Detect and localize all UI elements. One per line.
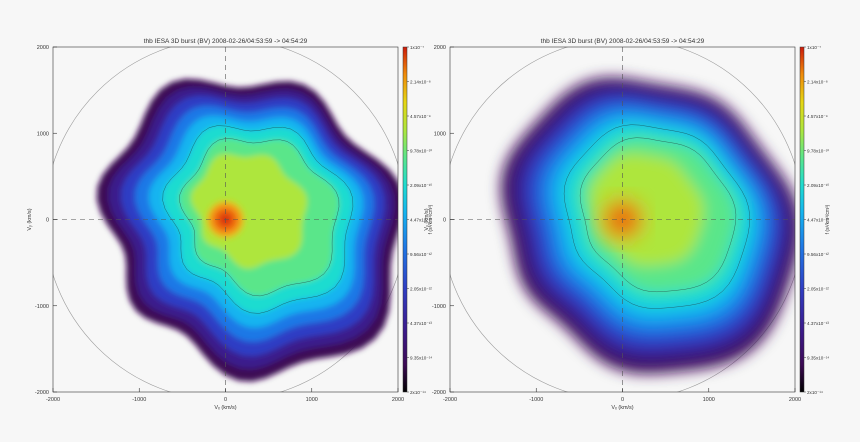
colorbar-tick-label: 9.35x10⁻¹⁴ xyxy=(410,356,432,361)
colorbar-tick-label: 9.56x10⁻¹² xyxy=(410,252,432,257)
colorbar-tick-label: 1x10⁻⁷ xyxy=(807,45,821,50)
contour-line xyxy=(579,137,737,293)
colorbar-strip xyxy=(799,46,805,393)
y-tick-label: 1000 xyxy=(37,131,49,137)
x-tick-label: -2000 xyxy=(443,397,457,403)
y-tick-label: -1000 xyxy=(35,304,49,310)
colorbar-tick-label: 9.78x10⁻¹⁰ xyxy=(807,149,829,154)
colorbar-tick-label: 1x10⁻⁷ xyxy=(410,45,424,50)
colorbar-tick-label: 4.47x10⁻¹¹ xyxy=(807,218,829,223)
x-tick-label: -1000 xyxy=(132,397,146,403)
x-tick-label: 0 xyxy=(621,397,624,403)
x-tick-label: 2000 xyxy=(789,397,801,403)
colorbar-tick-label: 4.37x10⁻¹³ xyxy=(807,321,829,326)
y-tick-label: 2000 xyxy=(37,45,49,51)
y-tick-label: 0 xyxy=(46,218,49,224)
colorbar-tick-label: 4.57x10⁻⁹ xyxy=(410,114,431,119)
x-axis-label: Vₓ (km/s) xyxy=(214,405,236,411)
colorbar-tick-label: 2.05x10⁻¹² xyxy=(807,287,829,292)
y-axis: 2000 1000 0 -1000 -2000 Vᵧ (km/s) xyxy=(27,45,57,396)
chart-title: thb IESA 3D burst (BV) 2008-02-26/04:53:… xyxy=(144,38,308,45)
x-tick-label: -2000 xyxy=(46,397,60,403)
distribution-blob xyxy=(96,78,398,382)
colorbar-tick-label: 9.56x10⁻¹² xyxy=(807,252,829,257)
colorbar: 1x10⁻⁷ 2.14x10⁻⁸ 4.57x10⁻⁹ 9.78x10⁻¹⁰ 2.09x1… xyxy=(799,45,831,395)
plot-area xyxy=(53,47,398,392)
plot-panel-1: thb IESA 3D burst (BV) 2008-02-26/04:53:… xyxy=(27,38,434,411)
y-tick-label: 0 xyxy=(443,218,446,224)
x-tick-label: 1000 xyxy=(703,397,715,403)
y-axis-label: Vᵧ (km/s) xyxy=(27,208,33,230)
colorbar-tick-label: 2.09x10⁻¹⁰ xyxy=(410,183,432,188)
y-axis: 2000 1000 0 -1000 -2000 Vᵧ (km/s) xyxy=(424,45,454,396)
distribution-blob xyxy=(500,77,795,374)
colorbar-label: f (s³/km³/cm³) xyxy=(825,204,831,234)
x-tick-label: 2000 xyxy=(392,397,404,403)
x-tick-label: -1000 xyxy=(529,397,543,403)
y-tick-label: -1000 xyxy=(432,304,446,310)
y-tick-label: 2000 xyxy=(434,45,446,51)
chart-title: thb IESA 3D burst (BV) 2008-02-26/04:53:… xyxy=(541,38,705,45)
colorbar-tick-label: 4.47x10⁻¹¹ xyxy=(410,218,432,223)
colorbar-tick-label: 2.09x10⁻¹⁰ xyxy=(807,183,829,188)
contour-line xyxy=(179,138,340,297)
x-tick-label: 0 xyxy=(224,397,227,403)
colorbar-tick-label: 2.05x10⁻¹² xyxy=(410,287,432,292)
colorbar: 1x10⁻⁷ 2.14x10⁻⁸ 4.57x10⁻⁹ 9.78x10⁻¹⁰ 2.09x1… xyxy=(402,45,434,395)
colorbar-tick-label: 2.14x10⁻⁸ xyxy=(807,80,828,85)
x-axis: -2000 -1000 0 1000 2000 Vₓ (km/s) xyxy=(443,388,801,411)
colorbar-label: f (s³/km³/cm³) xyxy=(428,204,434,234)
y-axis-label: Vᵧ (km/s) xyxy=(424,208,430,230)
y-tick-label: -2000 xyxy=(432,390,446,396)
colorbar-tick-label: 2x10⁻¹⁴ xyxy=(807,390,823,395)
contour-level-8 xyxy=(190,153,308,269)
colorbar-tick-label: 2.14x10⁻⁸ xyxy=(410,80,431,85)
colorbar-tick-label: 4.37x10⁻¹³ xyxy=(410,321,432,326)
colorbar-tick-label: 2x10⁻¹⁴ xyxy=(410,390,426,395)
x-axis-label: Vₓ (km/s) xyxy=(611,405,633,411)
y-tick-label: -2000 xyxy=(35,390,49,396)
plot-panel-2: thb IESA 3D burst (BV) 2008-02-26/04:53:… xyxy=(424,38,831,411)
x-axis: -2000 -1000 0 1000 2000 Vₓ (km/s) xyxy=(46,388,404,411)
x-tick-label: 1000 xyxy=(306,397,318,403)
colorbar-tick-label: 4.57x10⁻⁹ xyxy=(807,114,828,119)
colorbar-tick-label: 9.78x10⁻¹⁰ xyxy=(410,149,432,154)
colorbar-tick-label: 9.35x10⁻¹⁴ xyxy=(807,356,829,361)
colorbar-strip xyxy=(402,46,408,393)
y-tick-label: 1000 xyxy=(434,131,446,137)
plot-area xyxy=(450,47,795,392)
